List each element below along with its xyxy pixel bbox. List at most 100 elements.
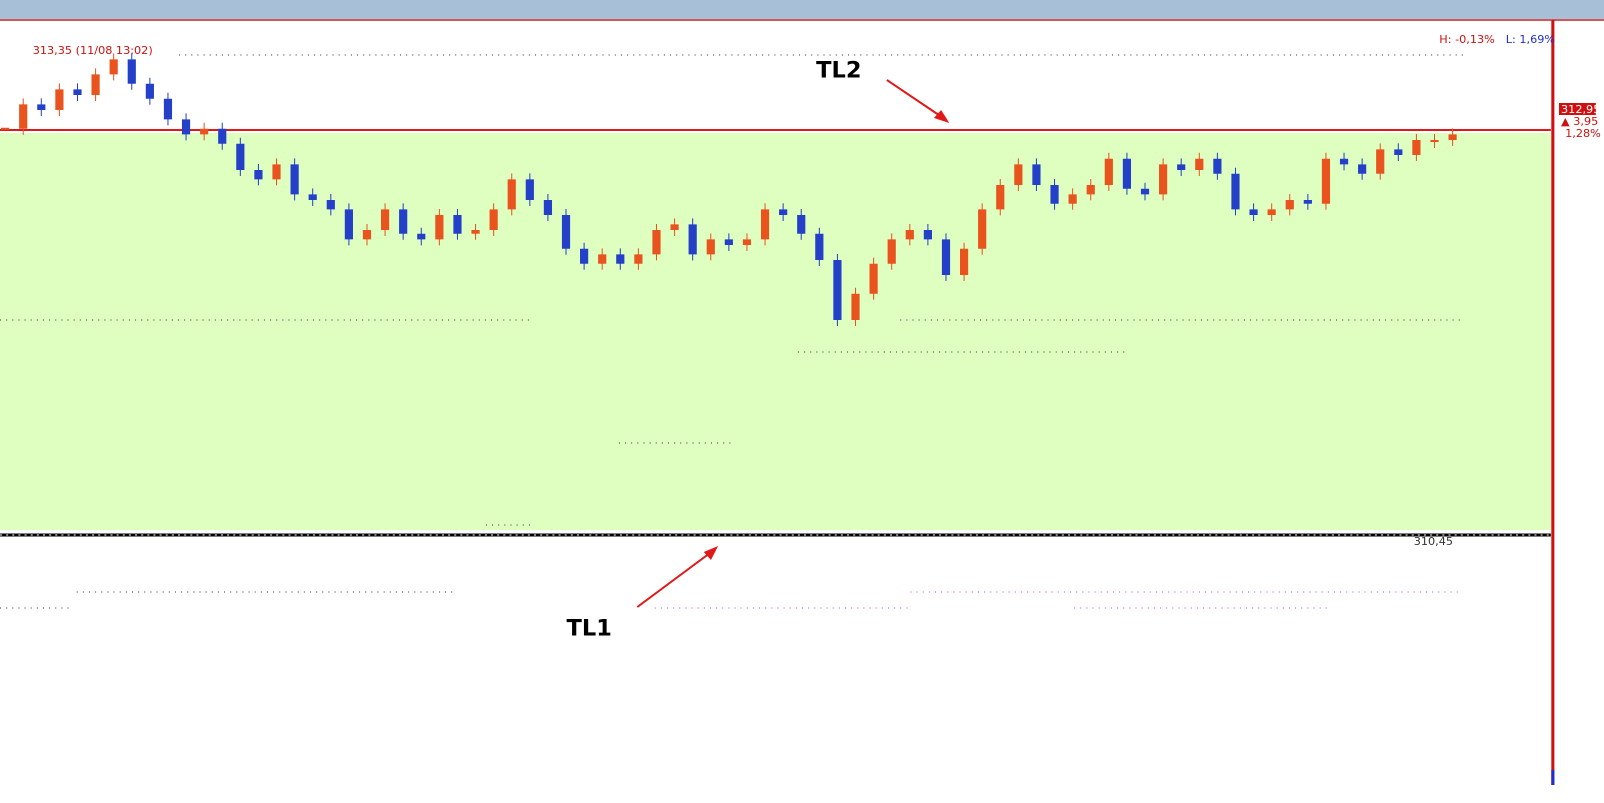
candle bbox=[163, 98, 173, 120]
candle bbox=[1285, 200, 1294, 210]
candle bbox=[55, 89, 64, 110]
candle bbox=[996, 185, 1005, 210]
candle bbox=[254, 170, 263, 180]
candle bbox=[797, 215, 806, 234]
change: ▲ 3,95 bbox=[1561, 115, 1598, 128]
candle bbox=[37, 104, 46, 110]
low-pct: L: 1,69% bbox=[1506, 33, 1555, 46]
candle bbox=[869, 263, 878, 294]
candle bbox=[145, 83, 154, 99]
candle bbox=[218, 128, 227, 144]
candle bbox=[525, 179, 534, 200]
dotted-levels bbox=[0, 54, 1463, 609]
candle bbox=[1448, 134, 1457, 140]
candle bbox=[471, 230, 480, 234]
candle bbox=[580, 248, 589, 264]
candle bbox=[923, 230, 932, 240]
candle bbox=[616, 254, 625, 264]
candle bbox=[561, 215, 571, 249]
candle bbox=[109, 59, 118, 75]
candle bbox=[833, 260, 842, 320]
candle bbox=[73, 89, 82, 95]
candle bbox=[1303, 200, 1312, 204]
candle bbox=[670, 224, 679, 230]
candle bbox=[1249, 209, 1258, 215]
tl2-arrow-head bbox=[933, 110, 950, 123]
candle bbox=[941, 239, 951, 275]
candle bbox=[1430, 140, 1439, 142]
candle bbox=[634, 254, 643, 264]
candle bbox=[344, 209, 353, 240]
candle bbox=[1412, 140, 1421, 155]
candle bbox=[1358, 164, 1367, 174]
candle bbox=[742, 239, 752, 245]
candle bbox=[543, 200, 553, 215]
candle bbox=[290, 164, 299, 195]
tl1-arrow bbox=[636, 549, 715, 608]
candle bbox=[453, 215, 462, 234]
candle bbox=[815, 233, 824, 260]
candle bbox=[1177, 164, 1186, 170]
candle bbox=[1122, 158, 1132, 189]
price-box bbox=[1558, 103, 1596, 115]
candle bbox=[272, 164, 281, 180]
top-bar bbox=[0, 0, 1604, 19]
candle bbox=[760, 209, 770, 240]
candle bbox=[1321, 158, 1331, 204]
candle bbox=[435, 215, 444, 240]
candle bbox=[507, 179, 516, 210]
candle bbox=[652, 230, 661, 255]
candle bbox=[1104, 158, 1113, 185]
candle bbox=[706, 239, 715, 255]
change-pct: 1,28% bbox=[1565, 127, 1601, 140]
candle bbox=[978, 209, 987, 249]
candle bbox=[19, 104, 28, 129]
candle bbox=[417, 233, 426, 240]
candle bbox=[724, 239, 733, 245]
candle bbox=[598, 254, 607, 264]
candle bbox=[181, 119, 191, 135]
candle bbox=[1376, 149, 1385, 174]
candle bbox=[1050, 185, 1059, 204]
magenta-levels bbox=[654, 591, 1463, 609]
candle bbox=[91, 74, 100, 95]
candle bbox=[688, 224, 697, 255]
candle bbox=[1339, 158, 1349, 165]
candle bbox=[1014, 164, 1023, 185]
last-price: 312,95 bbox=[1561, 103, 1600, 116]
candle bbox=[236, 143, 245, 170]
candle bbox=[326, 200, 335, 210]
candle bbox=[1086, 185, 1095, 195]
candle bbox=[127, 59, 136, 84]
candle bbox=[1159, 164, 1168, 195]
candle bbox=[399, 209, 408, 234]
candle bbox=[851, 293, 860, 320]
high-pct: H: -0,13% bbox=[1439, 33, 1495, 46]
candle bbox=[1140, 188, 1150, 195]
candle bbox=[308, 194, 317, 200]
candle bbox=[1394, 149, 1403, 155]
low-level: 310,45 bbox=[1414, 535, 1453, 548]
highlight-zone bbox=[0, 133, 1551, 530]
tl1-arrow-head bbox=[703, 546, 719, 560]
candle bbox=[200, 128, 209, 135]
candle bbox=[887, 239, 896, 264]
candle bbox=[1267, 209, 1276, 215]
candle bbox=[959, 248, 969, 275]
candle bbox=[380, 209, 390, 230]
candle bbox=[1032, 164, 1041, 185]
candle bbox=[1195, 158, 1204, 170]
candle bbox=[905, 230, 914, 240]
candle bbox=[1231, 173, 1240, 210]
high-label: 313,35 (11/08 13:02) bbox=[33, 44, 153, 57]
annotation: TL1 bbox=[567, 616, 612, 642]
candle bbox=[362, 230, 372, 240]
candle bbox=[1, 127, 10, 130]
candle bbox=[489, 209, 498, 230]
tl2-arrow bbox=[886, 79, 947, 121]
candle bbox=[779, 209, 788, 215]
candle bbox=[1068, 194, 1077, 204]
annotation: TL2 bbox=[816, 58, 861, 84]
